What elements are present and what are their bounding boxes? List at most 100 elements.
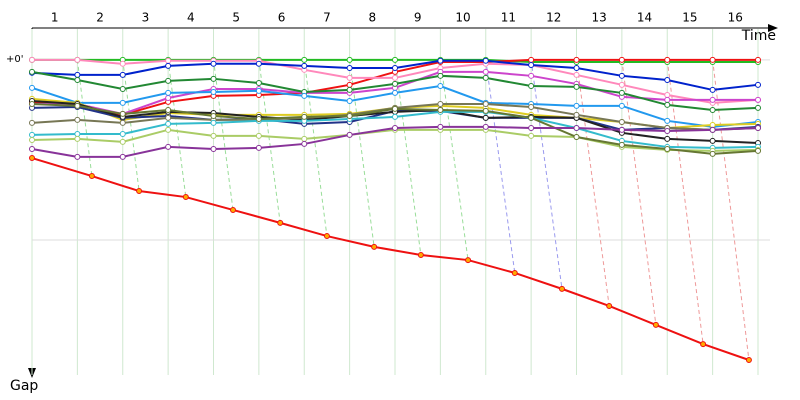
guide-line [394,59,422,256]
point [745,356,752,363]
point [664,101,671,108]
point [210,119,217,126]
point [346,81,353,88]
point [210,89,217,96]
point [573,102,580,109]
point [437,83,444,90]
point [392,65,398,72]
point [482,107,489,114]
x-arrow [768,24,778,32]
point [392,105,398,112]
guide-line [485,59,516,274]
guide-line [621,59,657,325]
point [709,56,716,63]
point [29,137,35,144]
point [528,132,535,139]
point [29,155,35,162]
x-tick-label: 2 [96,11,104,25]
point [709,86,716,93]
x-tick-label: 9 [414,11,422,25]
point [528,72,535,79]
point [29,131,35,138]
point [558,285,565,292]
x-tick-label: 11 [501,11,516,25]
point [528,114,535,121]
point [652,321,659,328]
point [528,125,535,132]
point [74,153,81,160]
point [437,107,444,114]
guide-line [122,59,140,192]
point [301,56,308,63]
point [700,341,707,348]
point [74,77,81,84]
point [371,243,378,250]
point [119,138,126,145]
point [74,56,81,63]
point [165,89,172,96]
x-tick-label: 15 [682,11,697,25]
point [392,74,398,81]
point [709,122,716,129]
point [165,107,172,114]
point [165,114,172,121]
point [301,135,308,142]
point [573,56,580,63]
point [74,135,81,142]
point [119,119,126,126]
point [346,98,353,105]
point [392,56,398,63]
x-tick-label: 7 [323,11,331,25]
point [182,194,189,201]
point [618,81,625,88]
point [255,116,262,123]
point [755,56,761,63]
point [437,101,444,108]
guide-line [439,59,469,261]
point [165,143,172,150]
point [301,62,308,69]
point [346,56,353,63]
point [29,56,35,63]
point [755,147,761,154]
point [119,60,126,67]
point [29,146,35,153]
point [709,126,716,133]
point [755,104,761,111]
point [165,120,172,127]
point [29,119,35,126]
point [664,96,671,103]
point [528,104,535,111]
x-tick-label: 5 [232,11,240,25]
point [210,113,217,120]
point [755,81,761,88]
guide-line [76,59,93,177]
point [165,62,172,69]
guide-line [530,59,563,289]
point [346,65,353,72]
point [573,125,580,132]
point [573,65,580,72]
point [255,132,262,139]
point [165,57,172,64]
point [210,60,217,67]
point [482,74,489,81]
point [618,141,625,148]
point [482,57,489,64]
point [573,83,580,90]
point [165,126,172,133]
point [29,68,35,75]
guide-line [576,59,610,307]
point [165,77,172,84]
point [573,134,580,141]
guide-line [213,59,234,211]
point [618,89,625,96]
y-axis-label: Gap [10,378,38,394]
point [119,153,126,160]
point [573,111,580,118]
point [664,135,671,142]
point [511,269,518,276]
point [664,146,671,153]
point [755,96,761,103]
